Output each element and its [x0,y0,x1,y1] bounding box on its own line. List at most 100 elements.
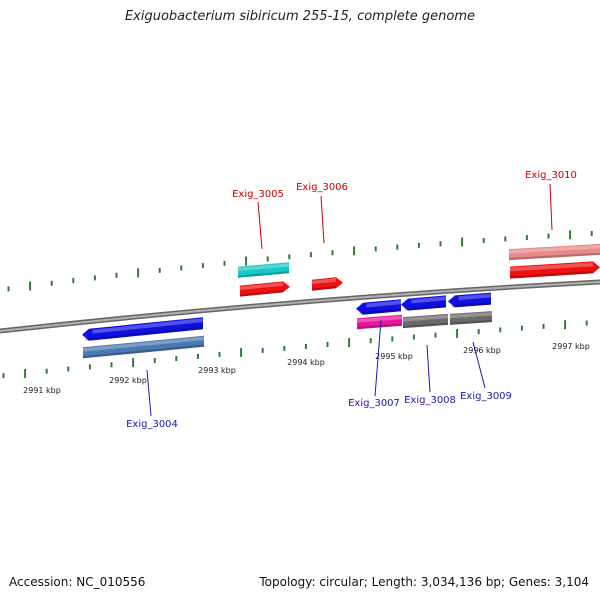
major-tick [245,256,248,266]
scale-label: 2996 kbp [463,346,501,355]
minor-tick [482,238,485,243]
minor-tick [439,241,442,247]
minor-tick [412,334,415,340]
gene-exig-3008-label[interactable]: Exig_3008 [404,344,456,406]
minor-tick [331,250,334,256]
minor-tick [45,368,48,374]
minor-tick [88,364,91,370]
gene-exig-3004-gene-arrow[interactable] [83,335,204,359]
major-tick [348,338,351,348]
minor-tick [542,323,545,329]
major-tick [456,328,459,338]
minor-tick [180,265,183,271]
scale-label: 2995 kbp [375,352,413,361]
minor-tick [93,275,96,281]
gene-name[interactable]: Exig_3007 [348,398,400,409]
gene-exig-3005-cds-arrow[interactable] [240,281,290,297]
minor-tick [201,263,204,269]
gene-exig-3004-cds-arrow[interactable] [82,317,203,341]
minor-tick [110,362,113,368]
gene-name[interactable]: Exig_3010 [525,170,577,181]
gene-exig-3008-gene-arrow[interactable] [403,313,448,329]
minor-tick [50,280,53,286]
minor-tick [158,267,161,273]
gene-exig-3006-cds-arrow[interactable] [312,277,343,291]
minor-tick [369,338,372,344]
major-tick [24,368,27,378]
scale-label: 2991 kbp [23,386,61,395]
backbone-shadow [0,279,600,334]
leader-line [320,195,325,244]
minor-tick [391,336,394,342]
minor-tick [175,356,178,361]
major-tick [137,268,140,278]
minor-tick [266,256,269,262]
forward-scale-ticks [7,230,593,292]
gene-exig-3009-gene-arrow[interactable] [450,311,492,325]
gene-exig-3010-label[interactable]: Exig_3010 [525,170,577,231]
major-tick [564,320,567,330]
minor-tick [153,358,156,363]
gene-name[interactable]: Exig_3005 [232,189,284,200]
minor-tick [590,231,593,236]
scale-label: 2992 kbp [109,376,147,385]
minor-tick [283,345,286,351]
leader-line [257,201,263,250]
leader-line [374,319,382,397]
genome-backbone [0,279,600,334]
leader-line [146,369,152,417]
gene-exig-3009-label[interactable]: Exig_3009 [460,341,512,402]
minor-tick [2,373,5,379]
leader-line [549,183,553,231]
minor-tick [585,320,588,326]
minor-tick [417,242,420,248]
gene-exig-3009-cds-arrow[interactable] [448,292,491,308]
gene-labels[interactable]: Exig_3004 Exig_3005 Exig_3006 Exig_3007 Exig… [126,170,577,430]
gene-name[interactable]: Exig_3006 [296,182,348,193]
minor-tick [304,344,307,349]
scale-label: 2997 kbp [552,342,590,351]
minor-tick [396,244,399,250]
reverse-scale-ticks [2,320,588,379]
major-tick [240,347,243,357]
scale-label: 2994 kbp [287,358,325,367]
minor-tick [196,353,199,359]
minor-tick [309,252,312,258]
gene-name[interactable]: Exig_3008 [404,395,456,406]
gene-exig-3006-label[interactable]: Exig_3006 [296,182,348,244]
minor-tick [374,246,377,252]
gene-name[interactable]: Exig_3004 [126,419,178,430]
minor-tick [288,254,291,260]
minor-tick [504,236,507,242]
gene-exig-3005-label[interactable]: Exig_3005 [232,189,284,250]
minor-tick [7,286,10,292]
scale-label: 2993 kbp [198,366,236,375]
gene-exig-3008-cds-arrow[interactable] [401,295,446,311]
minor-tick [499,327,502,333]
minor-tick [72,278,75,284]
gene-exig-3007-label[interactable]: Exig_3007 [348,319,400,409]
gene-exig-3010-cds-arrow[interactable] [510,261,600,279]
minor-tick [261,347,264,353]
minor-tick [547,233,550,239]
minor-tick [525,235,528,240]
accession-label: Accession: NC_010556 [9,575,146,589]
gene-exig-3007-cds-arrow[interactable] [356,299,401,315]
major-tick [29,281,32,291]
gene-features[interactable] [82,243,600,359]
gene-exig-3005-gene-arrow[interactable] [238,262,289,278]
backbone-line [0,281,600,332]
scale-labels: 2991 kbp 2992 kbp 2993 kbp 2994 kbp 2995 kbp… [23,342,590,395]
major-tick [132,358,135,368]
minor-tick [223,260,226,266]
major-tick [353,246,356,256]
minor-tick [326,342,329,347]
gene-exig-3004-label[interactable]: Exig_3004 [126,369,178,430]
gene-exig-3007-gene-arrow[interactable] [357,314,402,330]
genome-title: Exiguobacterium sibiricum 255-15, comple… [124,9,476,24]
gene-name[interactable]: Exig_3009 [460,391,512,402]
gene-exig-3010-gene-arrow[interactable] [509,243,600,261]
major-tick [461,237,464,247]
